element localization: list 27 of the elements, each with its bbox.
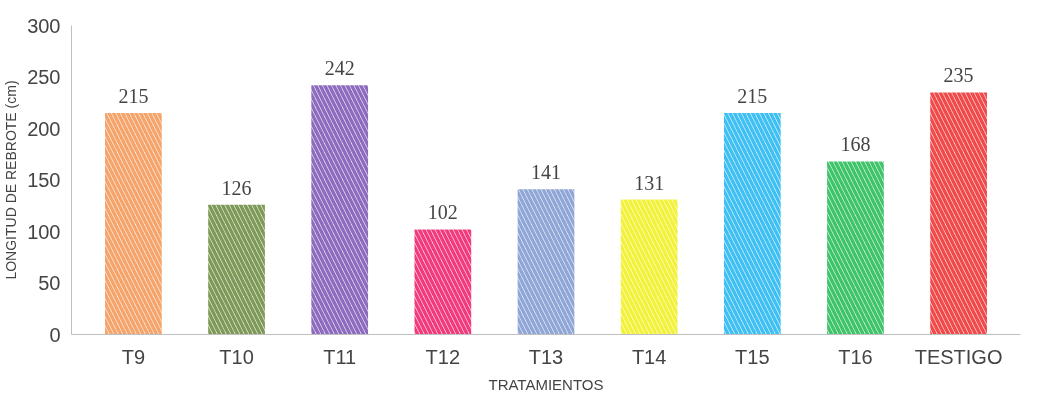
x-tick-label: T10: [219, 345, 254, 368]
x-tick-label: T11: [323, 345, 357, 368]
y-tick-label: 250: [27, 66, 61, 88]
x-tick-label: T12: [425, 345, 461, 368]
data-label: 141: [531, 161, 561, 184]
x-axis-title: TRATAMIENTOS: [488, 375, 604, 393]
data-label: 102: [427, 201, 458, 224]
y-tick-label: 100: [27, 220, 61, 243]
y-tick-label: 300: [27, 14, 61, 37]
data-label: 131: [634, 171, 665, 194]
data-label: 215: [118, 85, 149, 108]
data-label: 126: [221, 176, 252, 199]
x-tick-label: T13: [528, 345, 564, 368]
y-tick-label: 150: [27, 169, 61, 191]
x-tick-label: T15: [735, 345, 770, 368]
y-tick-label: 0: [49, 323, 61, 346]
y-tick-label: 50: [38, 272, 61, 294]
data-label: 215: [737, 85, 768, 108]
x-tick-label: T16: [838, 345, 873, 368]
x-tick-label: T14: [631, 345, 667, 368]
data-label: 242: [324, 57, 355, 80]
y-tick-label: 200: [27, 117, 61, 140]
y-axis-title: LONGITUD DE REBROTE (cm): [3, 80, 20, 280]
x-tick-label: TESTIGO: [914, 345, 1003, 368]
x-tick-label: T9: [121, 345, 146, 368]
data-label: 168: [840, 133, 871, 156]
data-label: 235: [943, 64, 974, 87]
